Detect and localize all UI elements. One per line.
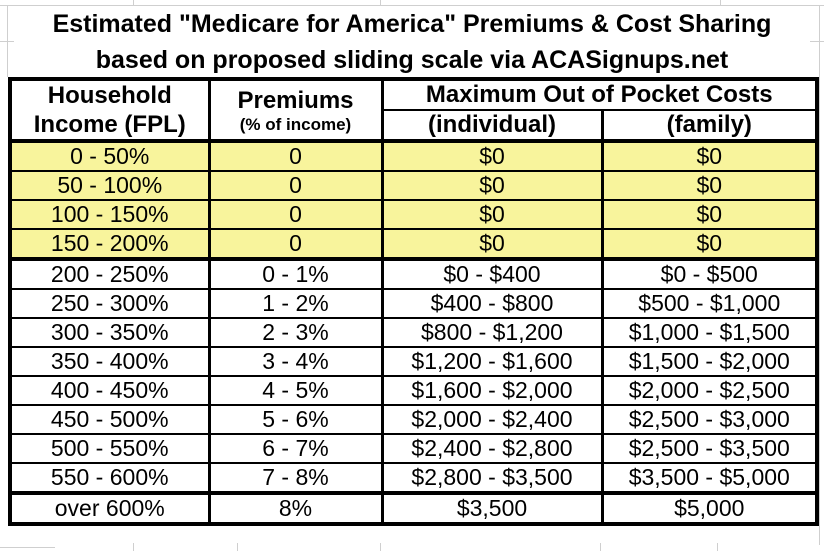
sheet-gridline — [380, 0, 381, 5]
table-row: over 600% 8% $3,500 $5,000 — [8, 491, 819, 525]
header-row-sub: (individual) (family) — [10, 109, 819, 143]
cell-income: over 600% — [8, 491, 211, 525]
cell-individual: $0 — [380, 140, 604, 172]
cell-income: 350 - 400% — [8, 346, 211, 377]
header-premiums: Premiums (% of income) — [207, 78, 384, 143]
cell-income: 50 - 100% — [8, 170, 211, 201]
premiums-cost-sharing-table: Household Income (FPL) Premiums (% of in… — [8, 77, 820, 526]
cell-family: $0 — [600, 170, 819, 201]
table-row: 200 - 250% 0 - 1% $0 - $400 $0 - $500 — [8, 257, 819, 290]
header-household-income-line1: Household — [47, 82, 172, 109]
cell-income: 300 - 350% — [8, 317, 211, 348]
table-row: 100 - 150% 0 $0 $0 — [8, 199, 819, 230]
cell-income: 400 - 450% — [8, 375, 211, 406]
sheet-gridline — [380, 543, 381, 551]
table-row: 550 - 600% 7 - 8% $2,800 - $3,500 $3,500… — [8, 462, 819, 494]
cell-premiums: 7 - 8% — [207, 462, 384, 494]
sheet-gridline — [237, 543, 238, 551]
sheet-gridline — [810, 41, 824, 42]
cell-premiums: 5 - 6% — [207, 404, 384, 435]
sheet-gridline — [717, 543, 718, 551]
cell-premiums: 0 — [207, 199, 384, 230]
table-row: 500 - 550% 6 - 7% $2,400 - $2,800 $2,500… — [8, 433, 819, 464]
cell-premiums: 2 - 3% — [207, 317, 384, 348]
table-row: 400 - 450% 4 - 5% $1,600 - $2,000 $2,000… — [8, 375, 819, 406]
table-title-line2: based on proposed sliding scale via ACAS… — [95, 46, 729, 74]
header-household-income-line2: Income (FPL) — [33, 111, 186, 138]
header-household-income: Household Income (FPL) — [8, 78, 211, 143]
sheet-gridline — [133, 0, 134, 5]
table-row: 300 - 350% 2 - 3% $800 - $1,200 $1,000 -… — [8, 317, 819, 348]
cell-premiums: 0 — [207, 228, 384, 260]
sheet-gridline — [133, 543, 134, 551]
sheet-gridline — [0, 41, 14, 42]
table-title-line1: Estimated "Medicare for America" Premium… — [52, 10, 772, 38]
cell-income: 0 - 50% — [8, 140, 211, 172]
cell-family: $1,500 - $2,000 — [600, 346, 819, 377]
cell-premiums: 0 — [207, 170, 384, 201]
header-moop-group: Maximum Out of Pocket Costs — [380, 78, 819, 111]
cell-individual: $2,400 - $2,800 — [380, 433, 604, 464]
cell-family: $2,500 - $3,000 — [600, 404, 819, 435]
cell-family: $2,000 - $2,500 — [600, 375, 819, 406]
sheet-gridline — [0, 5, 824, 6]
cell-income: 550 - 600% — [8, 462, 211, 494]
cell-premiums: 6 - 7% — [207, 433, 384, 464]
cell-individual: $0 — [380, 170, 604, 201]
sheet-gridline — [600, 543, 601, 551]
cell-family: $0 - $500 — [600, 257, 819, 290]
cell-income: 150 - 200% — [8, 228, 211, 260]
cell-income: 250 - 300% — [8, 288, 211, 319]
cell-premiums: 1 - 2% — [207, 288, 384, 319]
cell-family: $0 — [600, 140, 819, 172]
cell-individual: $0 — [380, 228, 604, 260]
cell-individual: $1,200 - $1,600 — [380, 346, 604, 377]
cell-individual: $0 — [380, 199, 604, 230]
table-row: 50 - 100% 0 $0 $0 — [8, 170, 819, 201]
cell-individual: $1,600 - $2,000 — [380, 375, 604, 406]
cell-family: $1,000 - $1,500 — [600, 317, 819, 348]
table-row: 0 - 50% 0 $0 $0 — [8, 140, 819, 172]
cell-premiums: 0 — [207, 140, 384, 172]
cell-individual: $400 - $800 — [380, 288, 604, 319]
header-premiums-line2: (% of income) — [239, 114, 352, 134]
cell-family: $5,000 — [600, 491, 819, 525]
cell-premiums: 0 - 1% — [207, 257, 384, 290]
sheet-gridline — [0, 547, 55, 548]
cell-income: 450 - 500% — [8, 404, 211, 435]
table-title: Estimated "Medicare for America" Premium… — [0, 6, 824, 78]
cell-family: $0 — [600, 199, 819, 230]
cell-individual: $3,500 — [380, 491, 604, 525]
cell-family: $3,500 - $5,000 — [600, 462, 819, 494]
sheet-gridline — [720, 0, 721, 5]
cell-income: 100 - 150% — [8, 199, 211, 230]
cell-family: $500 - $1,000 — [600, 288, 819, 319]
header-moop-individual: (individual) — [380, 109, 604, 143]
table-row: 450 - 500% 5 - 6% $2,000 - $2,400 $2,500… — [8, 404, 819, 435]
cell-income: 500 - 550% — [8, 433, 211, 464]
header-premiums-line1: Premiums — [237, 86, 354, 114]
sheet-gridline — [819, 5, 820, 545]
cell-premiums: 3 - 4% — [207, 346, 384, 377]
cell-individual: $800 - $1,200 — [380, 317, 604, 348]
table-row: 350 - 400% 3 - 4% $1,200 - $1,600 $1,500… — [8, 346, 819, 377]
cell-family: $2,500 - $3,500 — [600, 433, 819, 464]
cell-family: $0 — [600, 228, 819, 260]
header-row-top: Household Income (FPL) Premiums (% of in… — [8, 78, 819, 143]
cell-individual: $2,800 - $3,500 — [380, 462, 604, 494]
cell-premiums: 8% — [207, 491, 384, 525]
table-row: 150 - 200% 0 $0 $0 — [8, 228, 819, 260]
table-row: 250 - 300% 1 - 2% $400 - $800 $500 - $1,… — [8, 288, 819, 319]
cell-income: 200 - 250% — [8, 257, 211, 290]
cell-individual: $0 - $400 — [380, 257, 604, 290]
cell-premiums: 4 - 5% — [207, 375, 384, 406]
cell-individual: $2,000 - $2,400 — [380, 404, 604, 435]
header-moop-family: (family) — [600, 109, 819, 143]
